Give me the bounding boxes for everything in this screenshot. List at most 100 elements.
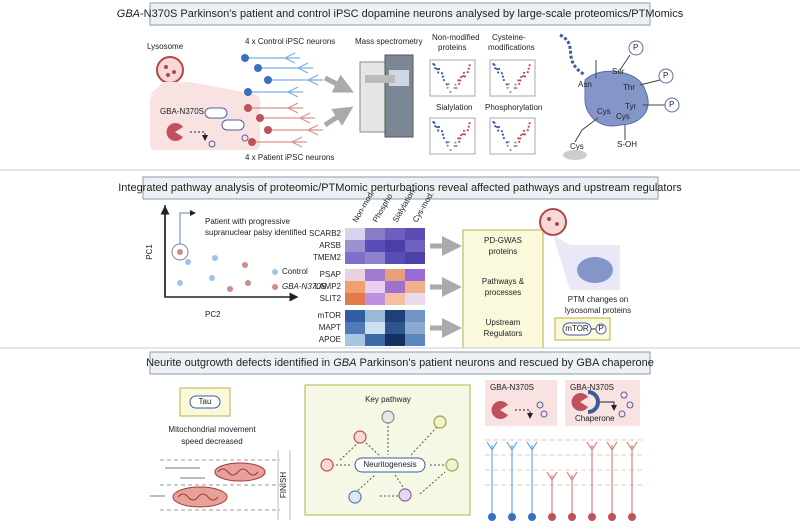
- volcano-dot: [501, 75, 505, 78]
- shape: [620, 391, 628, 399]
- heatmap-cell: [385, 240, 405, 252]
- shape: [540, 410, 548, 418]
- shape: [384, 54, 414, 138]
- volcano-dot: [523, 133, 527, 136]
- shape: [547, 217, 551, 221]
- volcano-dot: [521, 133, 525, 136]
- shape: [574, 117, 599, 143]
- shape: [574, 54, 665, 143]
- note: Patient with progressive: [205, 217, 290, 226]
- neurite: [626, 441, 638, 515]
- shape: [664, 97, 680, 113]
- volcano-dot: [462, 71, 466, 74]
- panel-header: Integrated pathway analysis of proteomic…: [118, 182, 682, 194]
- heatmap-cell: [405, 252, 425, 264]
- shape: [172, 486, 228, 508]
- shape: [248, 138, 256, 146]
- volcano-dot: [507, 83, 510, 86]
- shape: [555, 222, 559, 226]
- panel-3: Neurite outgrowth defects identified in …: [146, 351, 654, 521]
- volcano-dot: [462, 129, 466, 132]
- volcano-dot: [463, 75, 467, 78]
- group-label: Upstream: [486, 318, 521, 327]
- shape: [486, 441, 638, 521]
- soma: [588, 513, 596, 521]
- shape: [166, 73, 170, 77]
- axis-label: PC2: [205, 310, 221, 319]
- heatmap-cell: [385, 322, 405, 334]
- shape: [160, 459, 280, 511]
- shape: [628, 40, 644, 56]
- shape: [320, 410, 459, 504]
- residue: Tyr: [625, 102, 636, 111]
- shape: [268, 124, 323, 136]
- row-label: PSAP: [320, 270, 341, 279]
- volcano-dot: [520, 75, 523, 79]
- neurite: [566, 471, 578, 515]
- shape: [536, 401, 544, 409]
- volcano-dot: [455, 145, 458, 148]
- shape: [172, 70, 176, 74]
- shape: [150, 82, 260, 95]
- label: GBA-N370S: [570, 383, 614, 392]
- label: GBA-N370S: [490, 383, 534, 392]
- volcano-dot: [506, 86, 509, 89]
- shape: [241, 134, 249, 142]
- volcano-dot: [437, 129, 440, 132]
- label: Tau: [199, 397, 212, 406]
- heatmap-cell: [345, 293, 365, 305]
- volcano-dot: [513, 144, 516, 148]
- shape: [227, 286, 233, 292]
- volcano-dot: [521, 75, 525, 78]
- shape: [429, 59, 476, 97]
- shape: [258, 62, 313, 74]
- shape: [432, 62, 531, 152]
- volcano-dot: [509, 90, 512, 94]
- volcano-dot: [467, 125, 470, 128]
- volcano-dot: [457, 137, 460, 140]
- volcano-dot: [441, 133, 445, 136]
- volcano-dot: [461, 75, 465, 78]
- group-label: processes: [485, 288, 521, 297]
- label: mTOR: [565, 324, 589, 333]
- heatmap-cell: [345, 252, 365, 264]
- volcano-dot: [454, 141, 457, 144]
- volcano-dot: [460, 133, 463, 137]
- soma: [508, 513, 516, 521]
- volcano-dot: [449, 90, 452, 94]
- heatmap-cell: [365, 228, 385, 240]
- shape: [248, 102, 323, 148]
- heatmap-cell: [365, 322, 385, 334]
- shape: [260, 112, 315, 124]
- heatmap-cell: [365, 269, 385, 281]
- label: GBA-N370S: [160, 107, 204, 116]
- volcano-dot: [447, 141, 450, 144]
- volcano-dot: [505, 83, 508, 86]
- volcano-dot: [523, 75, 527, 78]
- soma: [548, 513, 556, 521]
- volcano-dot: [442, 136, 445, 140]
- shape: [208, 140, 216, 148]
- label: FINISH: [279, 472, 288, 498]
- heatmap-cell: [345, 310, 365, 322]
- row-label: LAMP2: [315, 282, 342, 291]
- shape: [626, 401, 634, 409]
- shape: [177, 468, 259, 501]
- volcano-dot: [455, 87, 458, 90]
- shape: [264, 76, 272, 84]
- volcano-dot: [497, 71, 500, 74]
- note: speed decreased: [181, 437, 242, 446]
- shape: [164, 65, 168, 69]
- shape: [339, 442, 359, 461]
- plot-label: Cysteine-: [492, 33, 526, 42]
- volcano-dot: [447, 83, 450, 86]
- volcano-dot: [458, 82, 461, 85]
- volcano-dot: [442, 78, 445, 82]
- shape: [156, 56, 184, 84]
- shape: [244, 104, 272, 146]
- shape: [241, 54, 272, 96]
- shape: [539, 208, 567, 236]
- volcano-dot: [505, 141, 508, 144]
- row-label: MAPT: [319, 323, 341, 332]
